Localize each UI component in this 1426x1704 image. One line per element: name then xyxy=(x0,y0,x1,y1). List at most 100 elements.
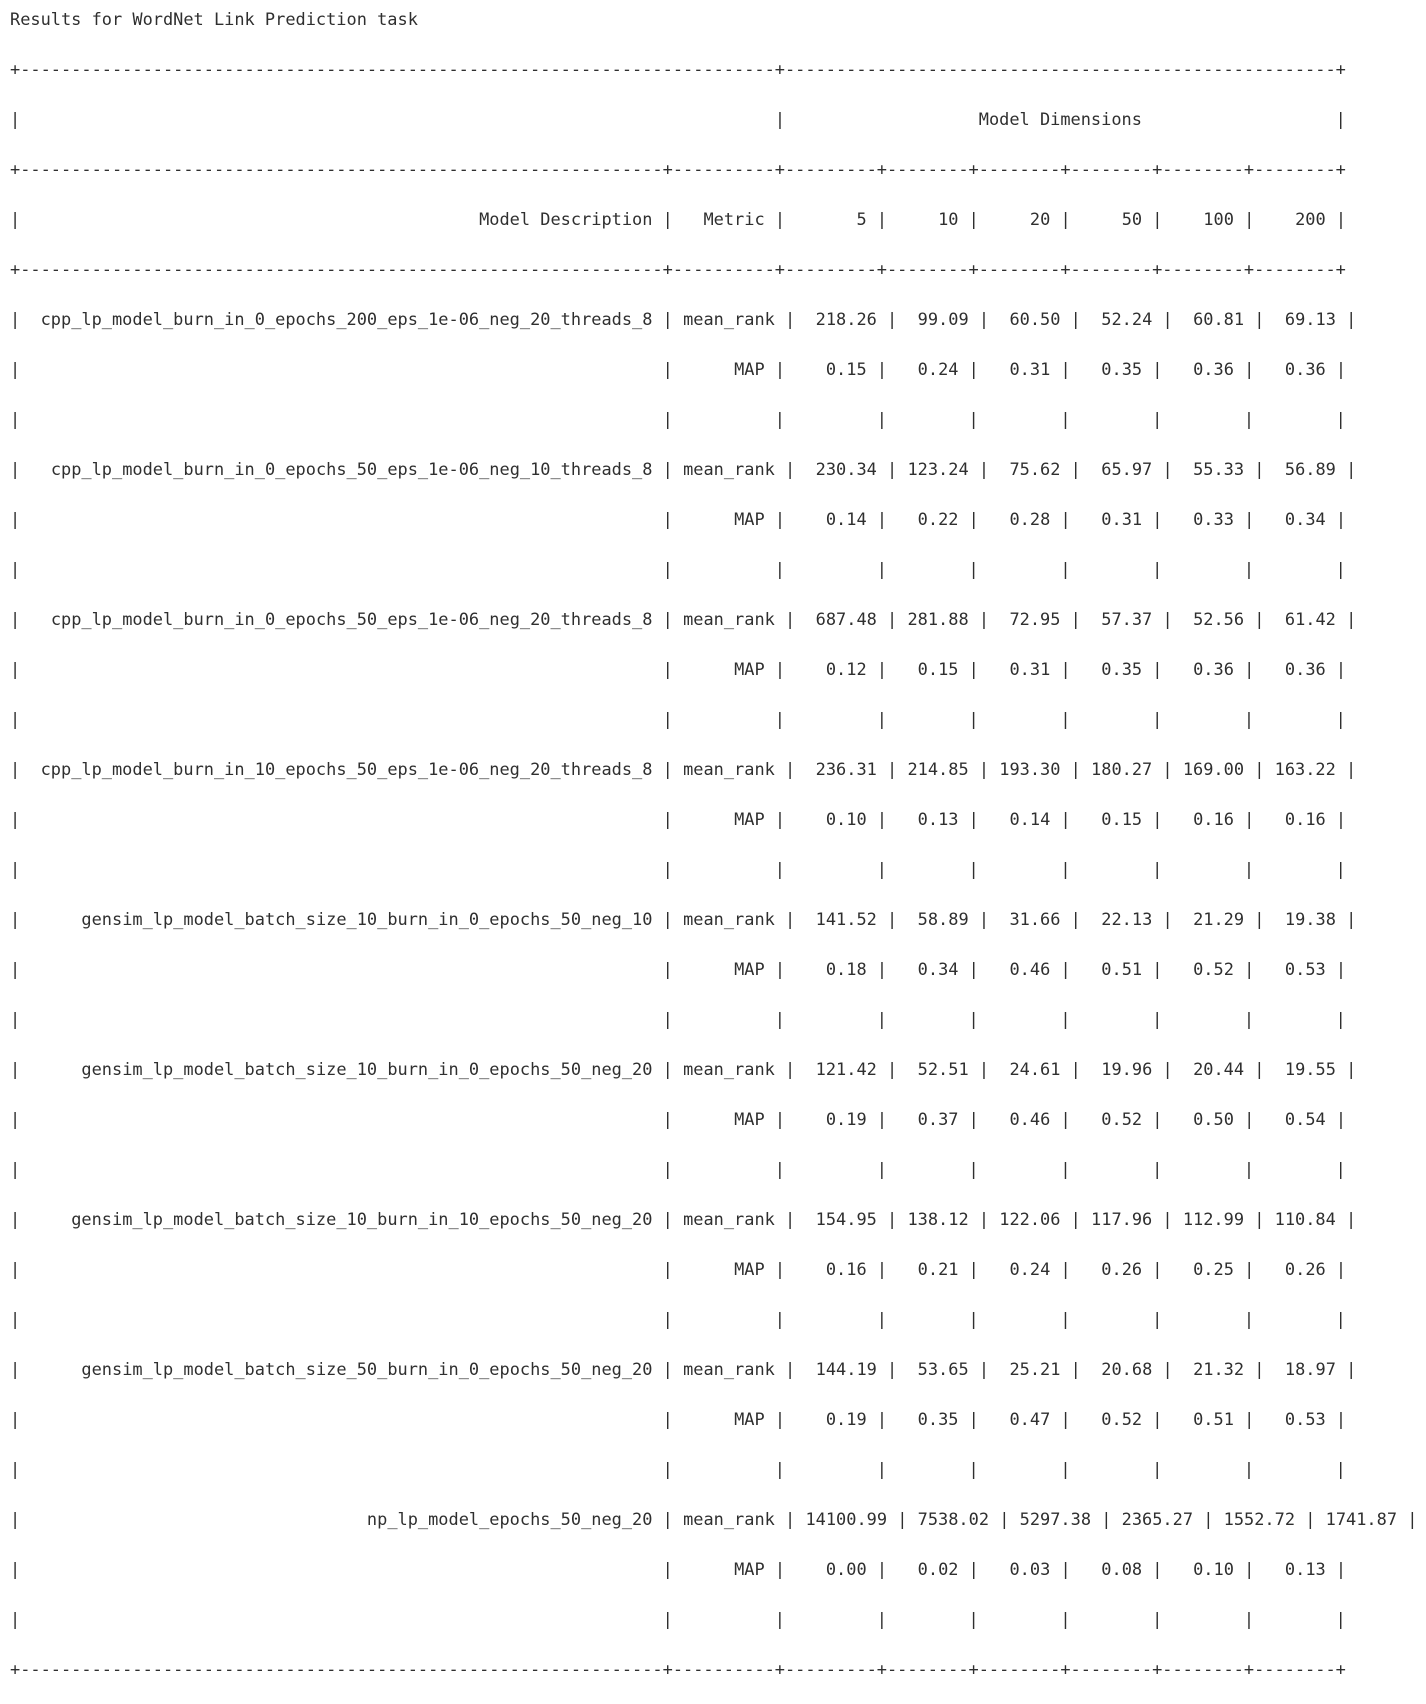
value-cell: 31.66 xyxy=(1009,909,1061,929)
table-spacer-row: | | | | | | | | | xyxy=(10,1459,1346,1479)
value-cell: 0.21 xyxy=(917,1259,959,1279)
value-cell: 1741.87 xyxy=(1325,1509,1398,1529)
model-name-cell: gensim_lp_model_batch_size_50_burn_in_0_… xyxy=(81,1359,653,1379)
value-cell: 214.85 xyxy=(907,759,969,779)
value-cell: 0.22 xyxy=(917,509,959,529)
value-cell: 281.88 xyxy=(907,609,969,629)
table-spacer-row: | | | | | | | | | xyxy=(10,559,1346,579)
table-separator: +---------------------------------------… xyxy=(10,259,1346,279)
value-cell: 0.19 xyxy=(825,1409,867,1429)
value-cell: 0.31 xyxy=(1009,659,1051,679)
value-cell: 0.52 xyxy=(1193,959,1234,979)
value-cell: 21.32 xyxy=(1193,1359,1245,1379)
value-cell: 110.84 xyxy=(1274,1209,1336,1229)
value-cell: 22.13 xyxy=(1101,909,1153,929)
value-cell: 0.31 xyxy=(1009,359,1051,379)
table-row: | | MAP | 0.00 | 0.02 | 0.03 | 0.08 | 0.… xyxy=(10,1559,1347,1579)
model-name-cell: gensim_lp_model_batch_size_10_burn_in_0_… xyxy=(81,1059,653,1079)
value-cell: 0.26 xyxy=(1284,1259,1326,1279)
value-cell: 53.65 xyxy=(917,1359,969,1379)
value-cell: 0.37 xyxy=(917,1109,959,1129)
value-cell: 169.00 xyxy=(1182,759,1245,779)
value-cell: 0.52 xyxy=(1101,1109,1143,1129)
metric-name-cell: mean_rank xyxy=(683,609,775,629)
value-cell: 1552.72 xyxy=(1223,1509,1296,1529)
metric-name-cell: mean_rank xyxy=(683,759,775,779)
table-separator: +---------------------------------------… xyxy=(10,159,1346,179)
table-row: | gensim_lp_model_batch_size_10_burn_in_… xyxy=(10,1059,1357,1079)
value-cell: 180.27 xyxy=(1091,759,1153,779)
value-cell: 236.31 xyxy=(815,759,877,779)
value-cell: 0.47 xyxy=(1009,1409,1051,1429)
value-cell: 0.00 xyxy=(825,1559,867,1579)
value-cell: 18.97 xyxy=(1284,1359,1336,1379)
value-cell: 0.16 xyxy=(1193,809,1234,829)
value-cell: 0.02 xyxy=(917,1559,959,1579)
table-border-top: +---------------------------------------… xyxy=(10,59,1346,79)
model-name-cell: cpp_lp_model_burn_in_0_epochs_50_eps_1e-… xyxy=(50,609,653,629)
value-cell: 0.50 xyxy=(1193,1109,1234,1129)
group-header-row: | | Model Dimensions | xyxy=(10,109,1346,129)
table-row: | cpp_lp_model_burn_in_0_epochs_50_eps_1… xyxy=(10,459,1357,479)
value-cell: 55.33 xyxy=(1193,459,1245,479)
table-spacer-row: | | | | | | | | | xyxy=(10,1009,1346,1029)
value-cell: 60.81 xyxy=(1193,309,1245,329)
value-cell: 0.15 xyxy=(917,659,959,679)
table-spacer-row: | | | | | | | | | xyxy=(10,709,1346,729)
table-row: | | MAP | 0.12 | 0.15 | 0.31 | 0.35 | 0.… xyxy=(10,659,1347,679)
column-header-dimension: 200 xyxy=(1295,209,1326,229)
value-cell: 122.06 xyxy=(999,1209,1061,1229)
column-header-dimension: 20 xyxy=(1029,209,1051,229)
table-row: | gensim_lp_model_batch_size_50_burn_in_… xyxy=(10,1359,1357,1379)
table-row: | cpp_lp_model_burn_in_0_epochs_50_eps_1… xyxy=(10,609,1357,629)
value-cell: 0.51 xyxy=(1193,1409,1234,1429)
value-cell: 0.08 xyxy=(1101,1559,1143,1579)
value-cell: 0.19 xyxy=(825,1109,867,1129)
value-cell: 0.13 xyxy=(917,809,959,829)
table-spacer-row: | | | | | | | | | xyxy=(10,1309,1346,1329)
table-row: | np_lp_model_epochs_50_neg_20 | mean_ra… xyxy=(10,1509,1418,1529)
value-cell: 0.26 xyxy=(1101,1259,1143,1279)
table-row: | | MAP | 0.16 | 0.21 | 0.24 | 0.26 | 0.… xyxy=(10,1259,1347,1279)
column-header-dimension: 5 xyxy=(856,209,867,229)
model-name-cell: cpp_lp_model_burn_in_0_epochs_50_eps_1e-… xyxy=(50,459,653,479)
value-cell: 0.10 xyxy=(1193,1559,1234,1579)
table-spacer-row: | | | | | | | | | xyxy=(10,1609,1346,1629)
table-row: | | MAP | 0.19 | 0.37 | 0.46 | 0.52 | 0.… xyxy=(10,1109,1347,1129)
table-row: | gensim_lp_model_batch_size_10_burn_in_… xyxy=(10,1209,1357,1229)
value-cell: 58.89 xyxy=(917,909,969,929)
value-cell: 230.34 xyxy=(815,459,877,479)
column-header-dimension: 50 xyxy=(1121,209,1143,229)
value-cell: 0.53 xyxy=(1284,959,1326,979)
value-cell: 0.18 xyxy=(825,959,867,979)
model-name-cell: np_lp_model_epochs_50_neg_20 xyxy=(366,1509,653,1529)
value-cell: 57.37 xyxy=(1101,609,1153,629)
value-cell: 0.03 xyxy=(1009,1559,1051,1579)
metric-name-cell: mean_rank xyxy=(683,1359,775,1379)
value-cell: 0.51 xyxy=(1101,959,1143,979)
model-name-cell: gensim_lp_model_batch_size_10_burn_in_0_… xyxy=(81,909,653,929)
column-header-dimension: 10 xyxy=(938,209,959,229)
value-cell: 0.53 xyxy=(1284,1409,1326,1429)
metric-name-cell: mean_rank xyxy=(683,309,775,329)
column-header-metric: Metric xyxy=(703,209,765,229)
value-cell: 20.68 xyxy=(1101,1359,1153,1379)
value-cell: 0.16 xyxy=(825,1259,867,1279)
value-cell: 0.16 xyxy=(1284,809,1326,829)
group-header-label: Model Dimensions xyxy=(978,109,1142,129)
metric-name-cell: MAP xyxy=(734,659,765,679)
value-cell: 72.95 xyxy=(1009,609,1061,629)
value-cell: 65.97 xyxy=(1101,459,1153,479)
value-cell: 123.24 xyxy=(907,459,969,479)
table-row: | cpp_lp_model_burn_in_10_epochs_50_eps_… xyxy=(10,759,1357,779)
value-cell: 138.12 xyxy=(907,1209,969,1229)
value-cell: 0.46 xyxy=(1009,1109,1051,1129)
value-cell: 20.44 xyxy=(1193,1059,1245,1079)
model-name-cell: cpp_lp_model_burn_in_0_epochs_200_eps_1e… xyxy=(40,309,653,329)
value-cell: 21.29 xyxy=(1193,909,1245,929)
value-cell: 121.42 xyxy=(815,1059,877,1079)
value-cell: 0.46 xyxy=(1009,959,1051,979)
metric-name-cell: MAP xyxy=(734,959,765,979)
value-cell: 0.35 xyxy=(917,1409,959,1429)
